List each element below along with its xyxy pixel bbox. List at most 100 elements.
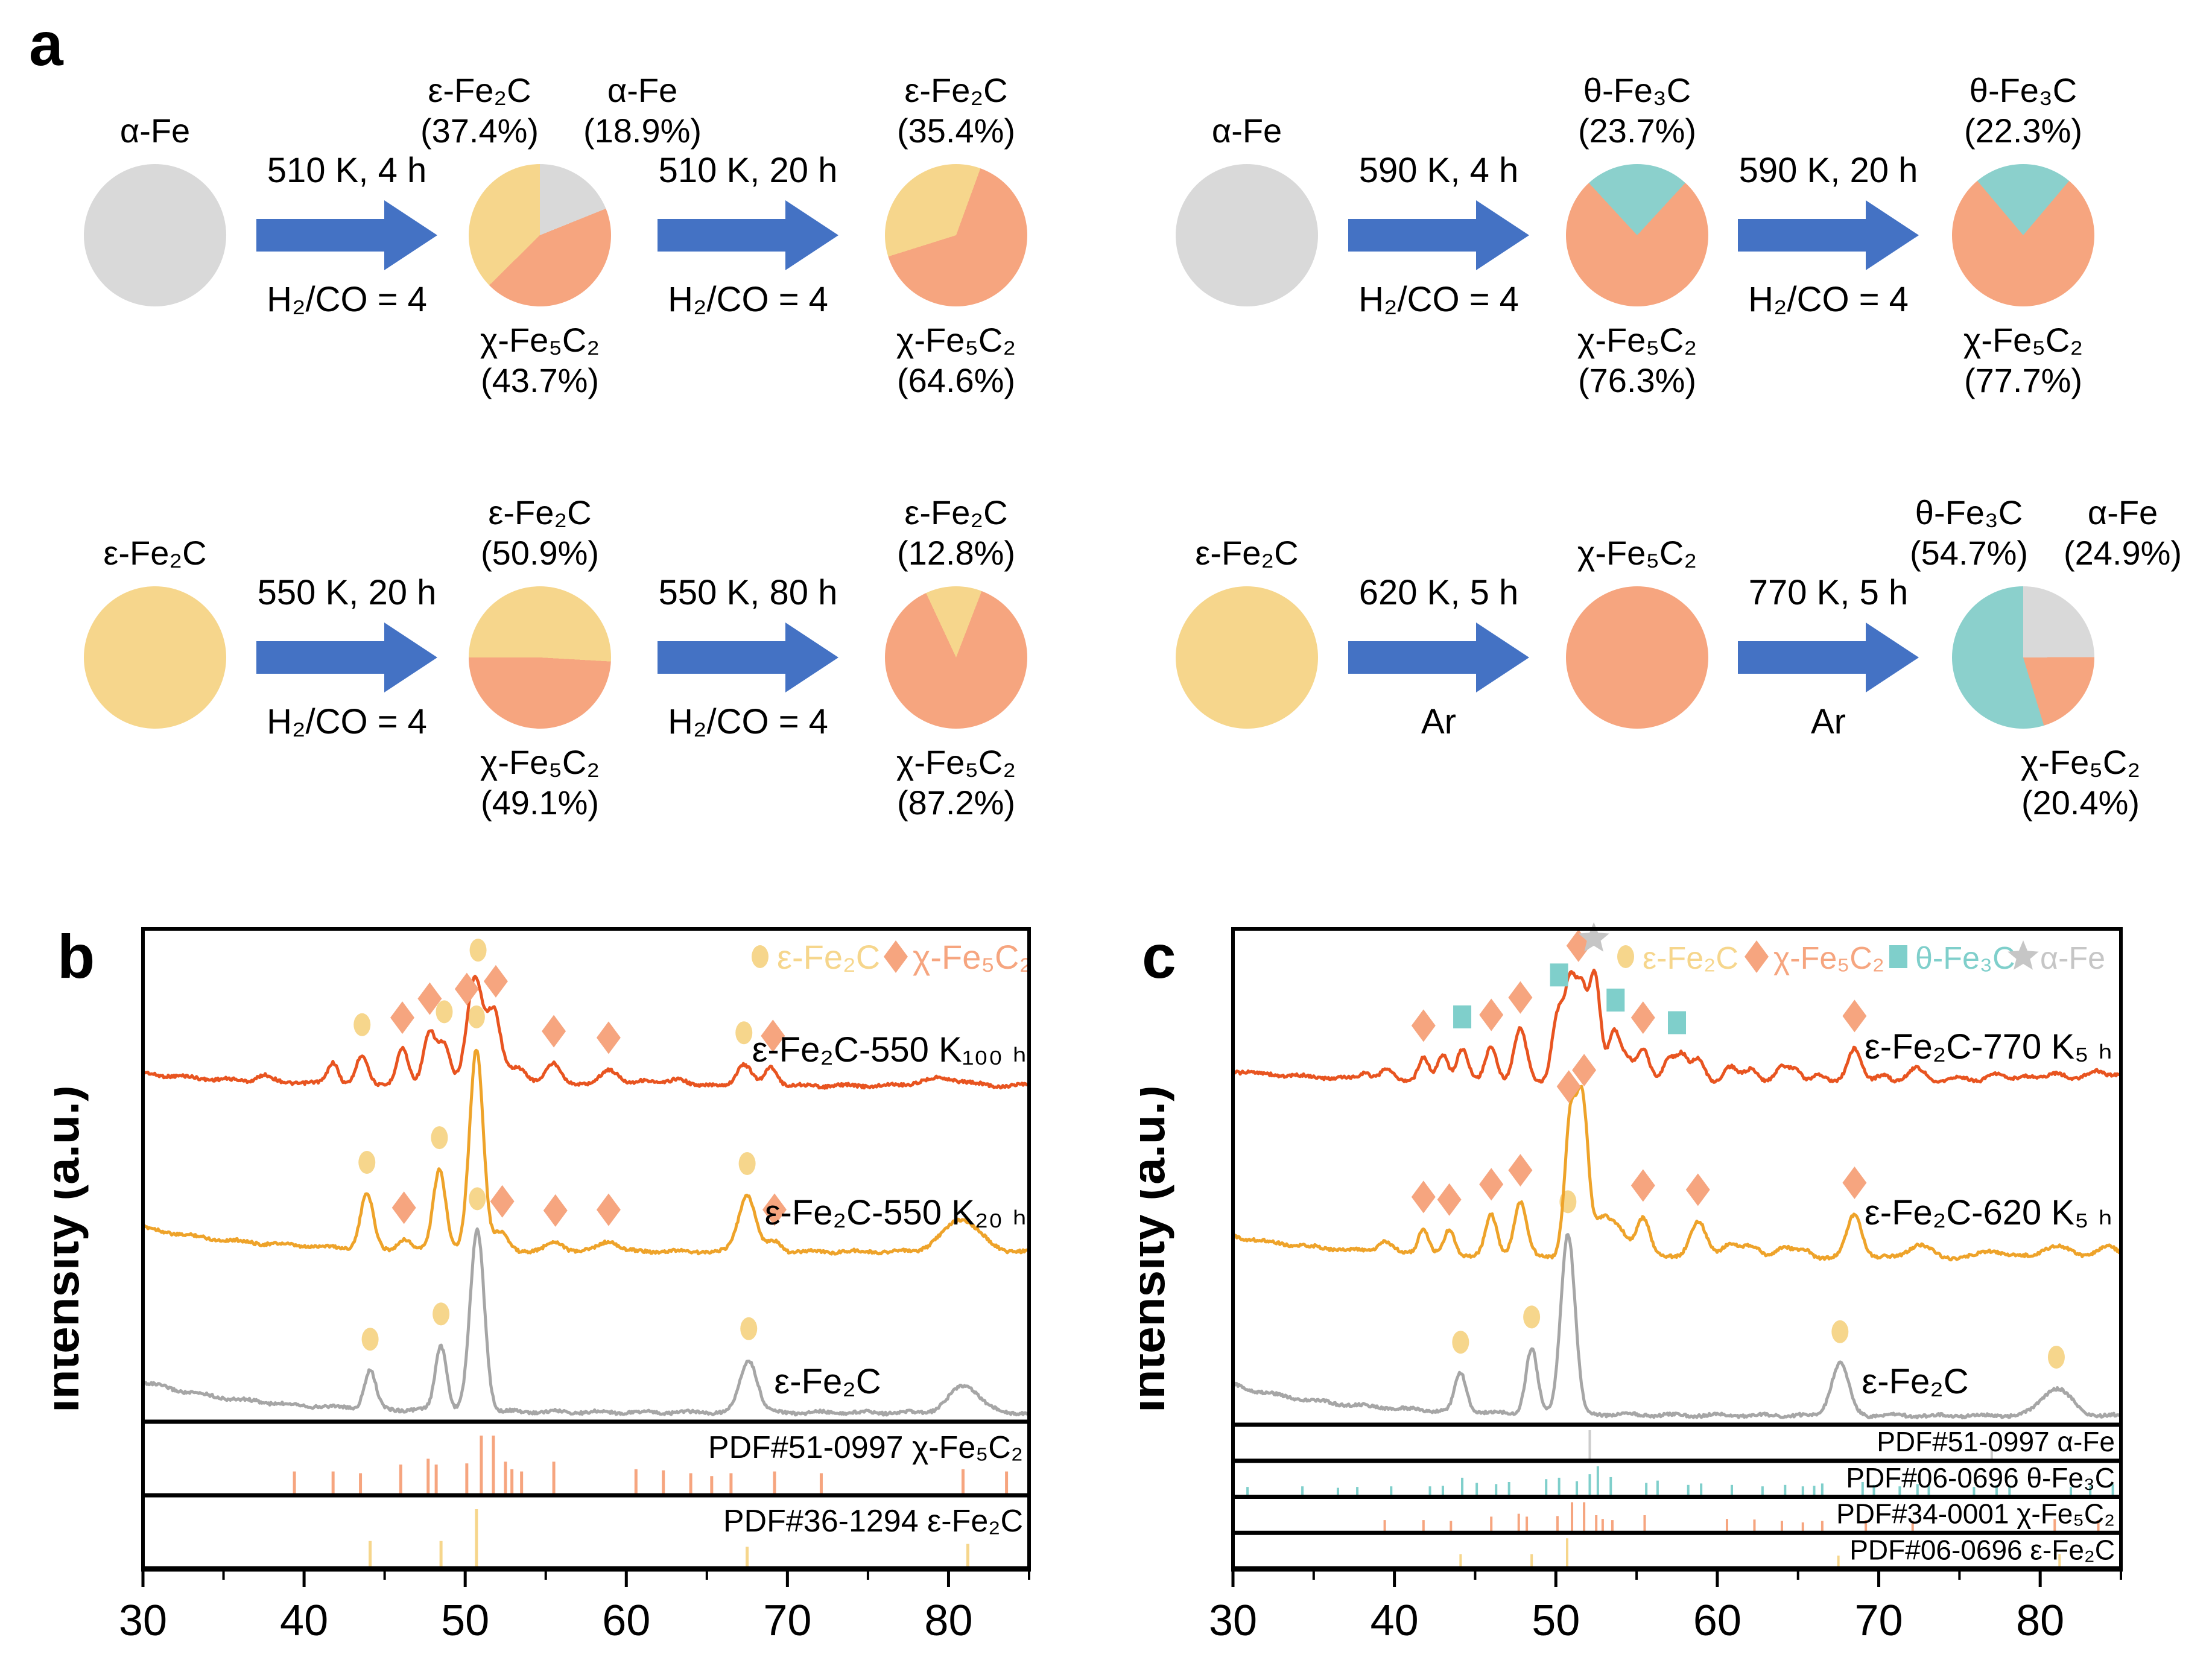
arrow-head-icon — [785, 622, 838, 692]
pdf-reference-label: PDF#06-0696 ε-Fe₂C — [1849, 1534, 2115, 1565]
arrow-condition-top: 510 K, 20 h — [658, 151, 838, 190]
chi-fe5c2-diamond-marker-icon — [1572, 1054, 1597, 1087]
pie-label-below: χ-Fe₅C₂ (87.2%) — [817, 742, 1095, 823]
phase-label-line: ε-Fe₂C — [103, 534, 207, 572]
phase-label-line: θ-Fe₃C — [1969, 71, 2077, 109]
x-axis-tick-label: 80 — [2016, 1597, 2064, 1645]
arrow-head-icon — [785, 200, 838, 270]
phase-label-line: ε-Fe₂C — [1195, 534, 1299, 572]
panel-a-label: a — [29, 10, 63, 78]
phase-label-line: α-Fe — [607, 71, 678, 109]
phase-label-line: α-Fe — [2087, 493, 2158, 531]
arrow-shaft — [1348, 641, 1476, 674]
curve-label-epsilon-Fe2C: ε-Fe₂C — [774, 1362, 881, 1401]
arrow-condition-top: 590 K, 4 h — [1358, 151, 1519, 190]
x-axis-tick-label: 60 — [1693, 1597, 1741, 1645]
chi-fe5c2-diamond-marker-icon — [1685, 1173, 1710, 1206]
chi-fe5c2-diamond-marker-icon — [1479, 998, 1504, 1031]
phase-label-line: (87.2%) — [896, 784, 1016, 822]
phase-label-line: ε-Fe₂C — [488, 493, 592, 531]
legend-label: ε-Fe₂C — [777, 938, 880, 976]
chi-fe5c2-diamond-marker-icon — [1411, 1180, 1436, 1214]
chi-fe5c2-diamond-marker-icon — [596, 1193, 621, 1226]
pdf-reference-row: PDF#34-0001 χ-Fe₅C₂ — [1383, 1498, 2115, 1531]
epsilon-fe2c-circle-marker-icon — [436, 1000, 453, 1024]
pie-chart — [84, 164, 226, 306]
epsilon-fe2c-circle-marker-icon — [740, 1317, 758, 1340]
pdf-reference-label: PDF#06-0696 θ-Fe₃C — [1846, 1462, 2115, 1493]
chi-fe5c2-diamond-marker-icon — [1437, 1183, 1462, 1216]
phase-label-line: (20.4%) — [2021, 784, 2140, 822]
arrow-condition-bottom: Ar — [1421, 702, 1456, 741]
pie-chart — [885, 586, 1027, 729]
phase-label-line: χ-Fe₅C₂ — [480, 321, 600, 359]
epsilon-fe2c-circle-marker-icon — [361, 1328, 379, 1351]
phase-label-line: χ-Fe₅C₂ — [896, 743, 1016, 781]
arrow-shaft — [1738, 219, 1866, 252]
pdf-reference-row: PDF#36-1294 ε-Fe₂C — [369, 1504, 1023, 1567]
arrow-condition-bottom: H₂/CO = 4 — [1358, 280, 1519, 319]
legend-label: θ-Fe₃C — [1915, 941, 2015, 976]
pie-chart — [469, 586, 611, 729]
arrow-head-icon — [1866, 622, 1919, 692]
x-axis-tick-label: 30 — [119, 1597, 167, 1645]
pie-chart — [1566, 586, 1708, 729]
pie-label-below: χ-Fe₅C₂ (49.1%) — [401, 742, 679, 823]
arrow-head-icon — [384, 622, 437, 692]
pie-label-above: ε-Fe₂C (50.9%) — [401, 492, 679, 573]
arrow-condition-top: 550 K, 20 h — [257, 573, 437, 612]
pdf-reference-label: PDF#34-0001 χ-Fe₅C₂ — [1836, 1498, 2115, 1530]
chi-fe5c2-diamond-marker-icon — [1745, 940, 1769, 973]
chi-fe5c2-diamond-marker-icon — [1508, 1154, 1533, 1187]
arrow-condition-top: 550 K, 80 h — [658, 573, 838, 612]
panel-a-pie-sequences: α-Fe 510 K, 4 h H₂/CO = 4 ε-Fe₂C (37.4%) α-Fe… — [16, 70, 2182, 823]
arrow-condition-bottom: H₂/CO = 4 — [267, 702, 427, 741]
chi-fe5c2-diamond-marker-icon — [391, 1191, 416, 1224]
phase-label-line: (49.1%) — [480, 784, 600, 822]
epsilon-fe2c-circle-marker-icon — [358, 1151, 376, 1174]
arrow-shaft — [658, 219, 785, 252]
pie-label-above: θ-Fe₃C (22.3%) — [1884, 70, 2162, 151]
arrow-shaft — [658, 641, 785, 674]
phase-label-line: (43.7%) — [480, 361, 600, 399]
phase-label-line: α-Fe — [1211, 112, 1282, 150]
arrow-condition-top: 510 K, 4 h — [267, 151, 427, 190]
phase-label-line: ε-Fe₂C — [428, 71, 531, 109]
phase-label-line: (77.7%) — [1963, 361, 2083, 399]
chi-fe5c2-diamond-marker-icon — [884, 940, 908, 973]
arrow-condition-bottom: H₂/CO = 4 — [1748, 280, 1909, 319]
xrd-curve-epsilon-Fe2C-620K-5h — [1232, 1085, 2121, 1262]
arrow-shaft — [1738, 641, 1866, 674]
arrow-condition-bottom: H₂/CO = 4 — [668, 702, 828, 741]
arrow-head-icon — [1476, 622, 1529, 692]
pdf-reference-label: PDF#36-1294 ε-Fe₂C — [723, 1504, 1023, 1539]
arrow-head-icon — [1866, 200, 1919, 270]
chi-fe5c2-diamond-marker-icon — [390, 1001, 415, 1034]
plot-frame — [141, 927, 1031, 1571]
pie-label-above: α-Fe — [16, 110, 294, 151]
phase-label-line: (35.4%) — [896, 112, 1016, 150]
arrow-condition-top: 770 K, 5 h — [1748, 573, 1909, 612]
pie-chart — [885, 164, 1027, 306]
phase-label-line: χ-Fe₅C₂ — [2020, 743, 2141, 781]
curve-label-epsilon-Fe2C: ε-Fe₂C — [1862, 1362, 1968, 1401]
pie-label-above: ε-Fe₂C — [16, 533, 294, 573]
pie-label-above: θ-Fe₃C (23.7%) — [1498, 70, 1776, 151]
pdf-reference-label: PDF#51-0997 χ-Fe₅C₂ — [708, 1430, 1023, 1465]
arrow-shaft — [256, 641, 384, 674]
epsilon-fe2c-circle-marker-icon — [469, 939, 487, 962]
pdf-reference-row: PDF#51-0997 α-Fe — [1588, 1426, 2115, 1459]
chi-fe5c2-diamond-marker-icon — [762, 1193, 787, 1226]
epsilon-fe2c-circle-marker-icon — [1452, 1331, 1469, 1354]
phase-label-line: ε-Fe₂C — [904, 71, 1008, 109]
chi-fe5c2-diamond-marker-icon — [483, 964, 508, 998]
arrow-condition-bottom: H₂/CO = 4 — [267, 280, 427, 319]
phase-label-line: (76.3%) — [1577, 361, 1697, 399]
phase-label-line: (37.4%) — [420, 112, 539, 150]
legend-label: χ-Fe₅C₂ — [913, 938, 1032, 976]
chi-fe5c2-diamond-marker-icon — [454, 972, 479, 1006]
theta-fe3c-square-marker-icon — [1889, 945, 1907, 968]
phase-label-line: χ-Fe₅C₂ — [896, 321, 1016, 359]
pdf-reference-row: PDF#06-0696 θ-Fe₃C — [1246, 1462, 2115, 1495]
